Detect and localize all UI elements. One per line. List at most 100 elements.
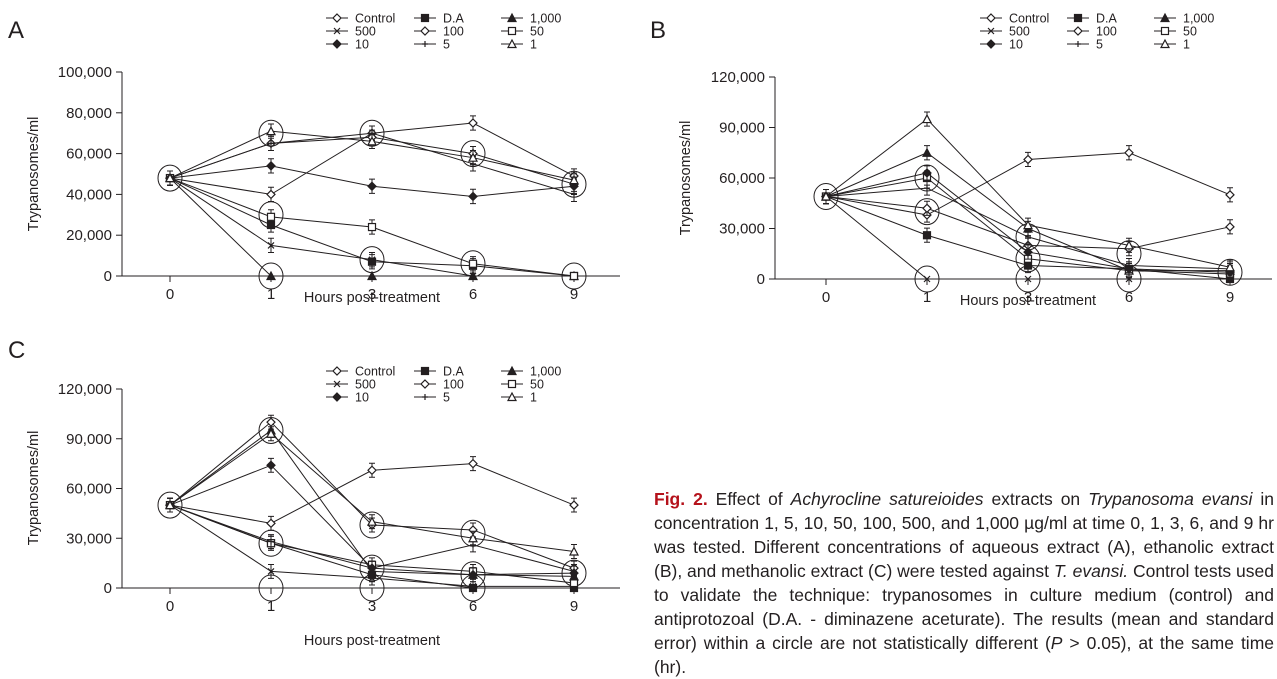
panel-c-data-point — [266, 460, 276, 471]
panel-c-legend-label-100: 100 — [443, 378, 464, 392]
panel-b-legend-marker-1000 — [1160, 12, 1170, 23]
panel-a-legend-marker-5 — [422, 41, 428, 47]
figure-label: Fig. 2. — [654, 489, 708, 509]
panel-a-series-1 — [165, 123, 579, 188]
panel-b-data-point — [1025, 233, 1031, 240]
panel-b-legend-marker-50 — [1160, 26, 1170, 36]
panel-a-data-point — [571, 191, 577, 198]
panel-b-data-point — [1124, 240, 1134, 250]
panel-b-legend-label-1: 1 — [1183, 38, 1190, 52]
panel-c-data-point — [469, 582, 477, 590]
panel-c-legend-label-500: 500 — [355, 378, 376, 392]
panel-a-y-tick-label: 80,000 — [66, 105, 112, 122]
chart-b-svg: B 0 30,000 60,000 90,000 120,000 0 1 3 6 9 Hours po… — [650, 12, 1272, 309]
panel-a-data-point — [367, 222, 377, 232]
panel-b-letter: B — [650, 17, 666, 44]
panel-c-legend-marker-control — [332, 366, 342, 376]
panel-a-legend-marker-500 — [333, 27, 341, 35]
panel-c-legend-marker-500 — [333, 380, 341, 388]
panel-b-legend-label-control: Control — [1009, 12, 1049, 26]
panel-c-data-point — [367, 516, 377, 526]
panel-b-data-point — [924, 185, 930, 192]
panel-b-y-tick-label: 120,000 — [711, 69, 765, 86]
panel-a-data-point — [468, 191, 478, 202]
panel-b-legend-marker-control — [986, 13, 996, 23]
panel-b-y-tick-label: 90,000 — [719, 120, 765, 137]
panel-b-data-point — [821, 191, 831, 201]
panel-c-x-tick-label: 6 — [469, 598, 477, 615]
panel-c-data-point — [569, 578, 579, 588]
panel-c-series-1-line — [169, 433, 575, 553]
panel-c-data-point — [367, 465, 377, 476]
panel-a-data-point — [266, 160, 276, 171]
panel-b-legend-marker-5 — [1075, 41, 1081, 47]
panel-b-data-point — [922, 231, 932, 240]
panel-c-x-tick-label: 0 — [166, 598, 174, 615]
panel-a-data-point — [268, 140, 274, 147]
panel-b-data-point — [922, 203, 932, 214]
panel-b-significance-circle — [813, 183, 839, 211]
panel-b-data-point — [922, 147, 932, 157]
panel-b-data-point — [1225, 261, 1235, 272]
panel-a-y-axis-label: Trypanosomes/ml — [26, 117, 42, 232]
panel-a-y-tick-label: 40,000 — [66, 186, 112, 203]
chart-a-svg: A 0 20,000 40,000 60,000 80,000 100,000 0 1 3 6 9 Ho… — [8, 12, 620, 306]
panel-c-data-point — [569, 500, 579, 510]
caption-species-3: T. evansi. — [1053, 561, 1129, 581]
panel-a-data-point — [266, 212, 276, 221]
panel-c-x-axis-label: Hours post-treatment — [304, 633, 440, 649]
panel-a-legend-marker-100 — [420, 26, 430, 36]
panel-b-series-control — [821, 145, 1235, 223]
panel-a-legend-label-1: 1 — [530, 38, 537, 52]
panel-b-data-point — [1126, 262, 1132, 269]
panel-c-legend: Control D.A 1,000 500 100 50 10 5 1 — [326, 365, 561, 405]
panel-b-legend-label-1000: 1,000 — [1183, 12, 1214, 26]
panel-c-x-tick-label: 1 — [267, 598, 275, 615]
panel-c-legend-label-1: 1 — [530, 391, 537, 405]
panel-a-legend-label-500: 500 — [355, 25, 376, 39]
panel-a-data-point — [367, 136, 377, 146]
panel-b-y-tick-label: 30,000 — [719, 221, 765, 238]
panel-c-legend-label-1000: 1,000 — [530, 365, 561, 379]
panel-a-data-point — [468, 259, 478, 268]
panel-b-y-tick-label: 0 — [757, 271, 765, 288]
panel-a-letter: A — [8, 17, 24, 44]
panel-a-data-point — [468, 118, 478, 128]
panel-c-series-100-line — [169, 421, 575, 569]
panel-a-y-tick-label: 60,000 — [66, 146, 112, 163]
panel-c-legend-marker-da — [420, 366, 430, 376]
caption-text-3: in concentration 1, 5, 10, 50, 100, 500,… — [654, 489, 1275, 581]
panel-c-data-point — [369, 565, 375, 572]
panel-c-series-1000-line — [169, 429, 575, 577]
panel-c-significance-circle — [359, 511, 385, 539]
panel-a-legend: Control D.A 1,000 500 100 50 10 5 1 — [326, 12, 561, 52]
caption-text-4: Control tests used to validate the techn… — [654, 561, 1274, 653]
panel-c-data-point — [368, 574, 376, 582]
panel-a-legend-marker-control — [332, 13, 342, 23]
panel-c-legend-label-10: 10 — [355, 391, 369, 405]
panel-b-x-tick-label: 9 — [1226, 289, 1234, 306]
panel-a-data-point — [368, 256, 376, 264]
panel-c-y-tick-label: 0 — [104, 580, 112, 597]
panel-c: C 0 30,000 60,000 90,000 120,000 0 1 3 6 9 Hours po… — [0, 322, 640, 659]
panel-b-data-point — [1023, 247, 1033, 257]
figure-caption: Fig. 2. Effect of Achyrocline satureioid… — [654, 487, 1274, 679]
panel-c-x-tick-label: 3 — [368, 598, 376, 615]
panel-b-data-point — [1024, 275, 1032, 283]
panel-a-data-point — [266, 189, 276, 200]
panel-c-legend-label-5: 5 — [443, 391, 450, 405]
panel-c-legend-marker-5 — [422, 394, 428, 400]
panel-c-data-point — [468, 458, 478, 469]
panel-b-x-tick-label: 6 — [1125, 289, 1133, 306]
panel-b-series-1 — [821, 111, 1235, 275]
panel-a-x-tick-label: 9 — [570, 286, 578, 303]
chart-c-svg: C 0 30,000 60,000 90,000 120,000 0 1 3 6 9 Hours po… — [8, 337, 620, 649]
panel-b-x-tick-label: 0 — [822, 289, 830, 306]
panel-a-significance-circle — [157, 164, 183, 192]
panel-a-data-point — [266, 125, 276, 136]
panel-c-data-point — [266, 417, 276, 428]
panel-b-legend-label-5: 5 — [1096, 38, 1103, 52]
panel-c-series-1 — [165, 426, 579, 559]
panel-b-significance-circle — [914, 198, 940, 226]
panel-a-legend-label-50: 50 — [530, 25, 544, 39]
